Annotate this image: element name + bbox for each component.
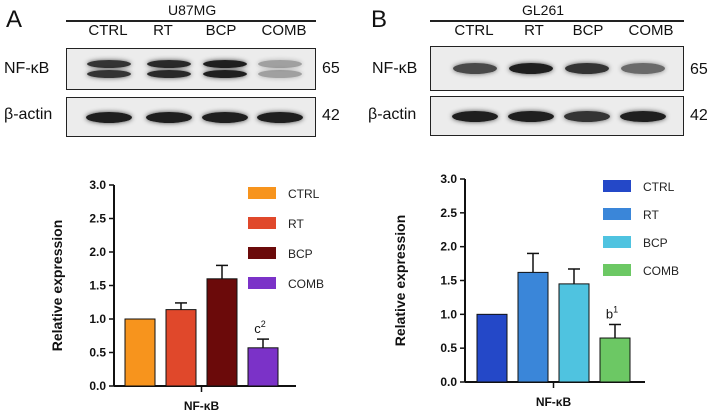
y-tick-label: 0.5 — [89, 346, 106, 360]
panel-a-letter: A — [6, 6, 23, 33]
y-axis-label: Relative expression — [49, 220, 65, 352]
blot-band — [452, 110, 498, 122]
blot-band — [86, 111, 132, 123]
blot-band — [453, 63, 497, 74]
bar-bcp — [558, 283, 590, 383]
legend-swatch-bcp — [248, 247, 276, 259]
bar-bcp — [206, 278, 238, 387]
blot-band — [509, 63, 553, 74]
legend-swatch-comb — [248, 277, 276, 289]
legend-label-rt: RT — [288, 217, 304, 231]
blot-band — [620, 110, 666, 122]
bar-ctrl — [124, 318, 156, 387]
blot-band — [87, 70, 131, 78]
panel-a-actin-label: β-actin — [4, 106, 53, 123]
bar-ctrl — [476, 313, 508, 383]
y-tick-label: 1.5 — [440, 274, 457, 288]
blot-band — [147, 60, 191, 68]
blot-band — [508, 110, 554, 122]
panel-b-cell-line: GL261 — [522, 2, 565, 18]
legend-label-bcp: BCP — [643, 236, 668, 250]
legend-swatch-comb — [603, 264, 631, 276]
x-axis-label: NF-κB — [184, 399, 220, 413]
panel-a-lane-ctrl: CTRL — [88, 22, 128, 39]
blot-band — [564, 110, 610, 122]
panel-a-nfkb-blot — [66, 48, 316, 90]
legend-swatch-bcp — [603, 236, 631, 248]
legend-label-comb: COMB — [643, 264, 679, 278]
panel-b-lane-comb: COMB — [628, 22, 674, 39]
panel-a-cell-line: U87MG — [168, 2, 217, 18]
blot-band — [258, 70, 302, 78]
panel-b-nfkb-label: NF-κB — [372, 60, 418, 77]
y-tick-label: 1.0 — [89, 312, 106, 326]
blot-band — [203, 70, 247, 78]
panel-a-actin-blot — [66, 97, 316, 137]
panel-a-nfkb-label: NF-κB — [4, 60, 50, 77]
legend-swatch-rt — [248, 217, 276, 229]
y-tick-label: 1.0 — [440, 307, 457, 321]
significance-label: c2 — [254, 319, 266, 336]
legend-swatch-ctrl — [603, 180, 631, 192]
panel-a-top-rule — [66, 20, 316, 22]
blot-band — [565, 63, 609, 74]
panel-b-actin-mw: 42 — [690, 107, 708, 124]
legend-swatch-rt — [603, 208, 631, 220]
panel-b-top-rule — [430, 20, 684, 22]
panel-a-lane-rt: RT — [153, 22, 173, 39]
blot-band — [147, 70, 191, 78]
y-tick-label: 2.0 — [89, 245, 106, 259]
y-axis-label: Relative expression — [392, 215, 408, 347]
blot-band — [258, 60, 302, 68]
significance-label: b1 — [606, 304, 618, 321]
legend-label-rt: RT — [643, 208, 659, 222]
y-tick-label: 2.5 — [440, 206, 457, 220]
legend-label-comb: COMB — [288, 277, 324, 291]
panel-b-lane-ctrl: CTRL — [454, 22, 494, 39]
y-tick-label: 3.0 — [89, 178, 106, 192]
legend-label-bcp: BCP — [288, 247, 313, 261]
y-tick-label: 2.5 — [89, 212, 106, 226]
y-tick-label: 0.0 — [89, 379, 106, 393]
y-tick-label: 0.0 — [440, 375, 457, 389]
panel-a-actin-mw: 42 — [322, 107, 340, 124]
bar-comb — [247, 347, 279, 387]
chart-b: 0.0 0.5 1.0 1.5 2.0 2.5 3.0 Relative expression… — [392, 172, 679, 409]
panel-b-actin-blot — [430, 96, 684, 136]
panel-b-lane-bcp: BCP — [572, 22, 604, 39]
panel-b-nfkb-mw: 65 — [690, 61, 708, 78]
chart-a: 0.0 0.5 1.0 1.5 2.0 2.5 3.0 Relative expression… — [49, 178, 324, 413]
panel-a-nfkb-mw: 65 — [322, 60, 340, 77]
blot-band — [202, 111, 248, 123]
panel-b-lane-rt: RT — [524, 22, 544, 39]
y-tick-label: 2.0 — [440, 240, 457, 254]
panel-a-lane-bcp: BCP — [205, 22, 237, 39]
panel-b-letter: B — [371, 6, 388, 33]
panel-a-lane-comb: COMB — [261, 22, 307, 39]
bar-comb — [599, 337, 631, 383]
blot-band — [257, 111, 303, 123]
panel-b-nfkb-blot — [430, 46, 684, 91]
blot-band — [621, 63, 665, 74]
blot-band — [203, 60, 247, 68]
legend-swatch-ctrl — [248, 187, 276, 199]
blot-band — [87, 60, 131, 68]
x-axis-label: NF-κB — [536, 395, 572, 409]
bar-rt — [165, 309, 197, 387]
legend-label-ctrl: CTRL — [643, 180, 675, 194]
bar-rt — [517, 271, 549, 383]
legend-label-ctrl: CTRL — [288, 187, 320, 201]
panel-b-actin-label: β-actin — [368, 106, 417, 123]
y-tick-label: 0.5 — [440, 341, 457, 355]
y-tick-label: 3.0 — [440, 172, 457, 186]
blot-band — [146, 111, 192, 123]
y-tick-label: 1.5 — [89, 279, 106, 293]
